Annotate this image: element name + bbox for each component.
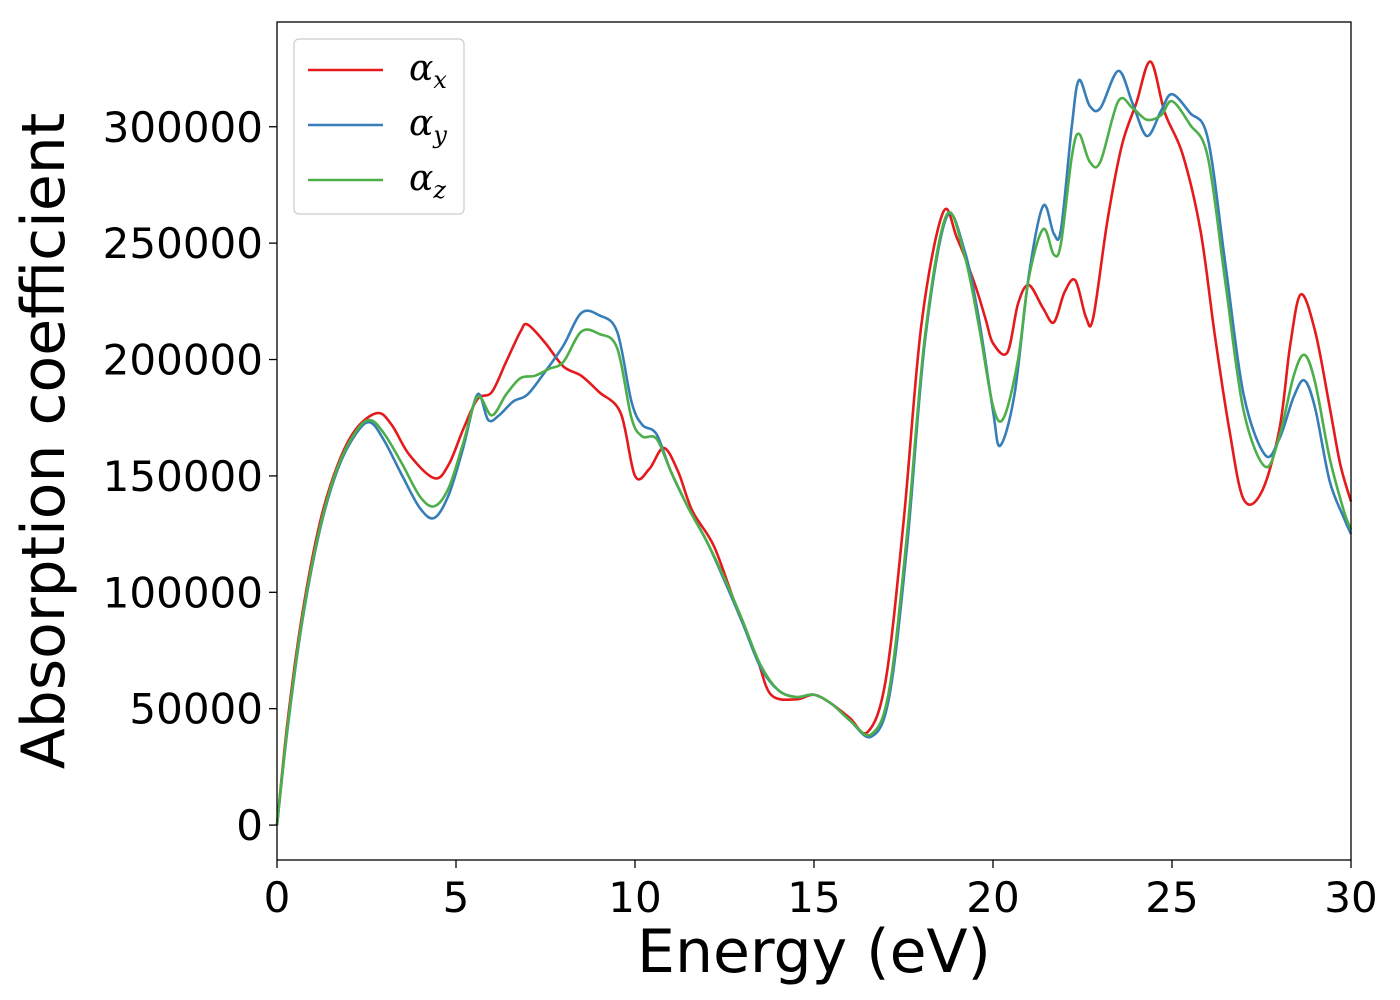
legend-label-x: αx [409,48,447,94]
x-tick-label: 10 [608,873,661,922]
x-tick-label: 30 [1324,873,1377,922]
series-layer [275,60,1353,826]
x-axis-title: Energy (eV) [637,917,991,987]
y-tick-label: 250000 [103,219,263,268]
y-tick-label: 0 [236,801,263,850]
y-tick-label: 200000 [103,336,263,385]
legend-label-z: αz [409,158,446,204]
series-line-y [275,69,1353,826]
y-tick-label: 100000 [103,568,263,617]
series-line-z [275,96,1353,826]
legend-subscript: z [432,176,446,204]
x-tick-label: 0 [264,873,291,922]
y-tick-label: 50000 [129,685,263,734]
legend-box [293,38,465,215]
legend-subscript: x [433,66,447,94]
legend-symbol: α [409,158,433,199]
y-tick-label: 300000 [103,103,263,152]
ticks-layer: 0 5 10 15 20 25 30 0 50000 100000 150000 200000 2500… [103,103,1378,922]
legend-subscript: y [432,121,447,149]
y-tick-label: 150000 [103,452,263,501]
legend-symbol: α [409,48,433,89]
legend-label-y: αy [409,103,447,149]
x-tick-label: 5 [443,873,470,922]
legend-symbol: α [409,103,433,144]
y-axis-title: Absorption coefficient [9,113,79,770]
x-tick-label: 20 [966,873,1019,922]
x-tick-label: 15 [787,873,840,922]
x-tick-label: 25 [1145,873,1198,922]
